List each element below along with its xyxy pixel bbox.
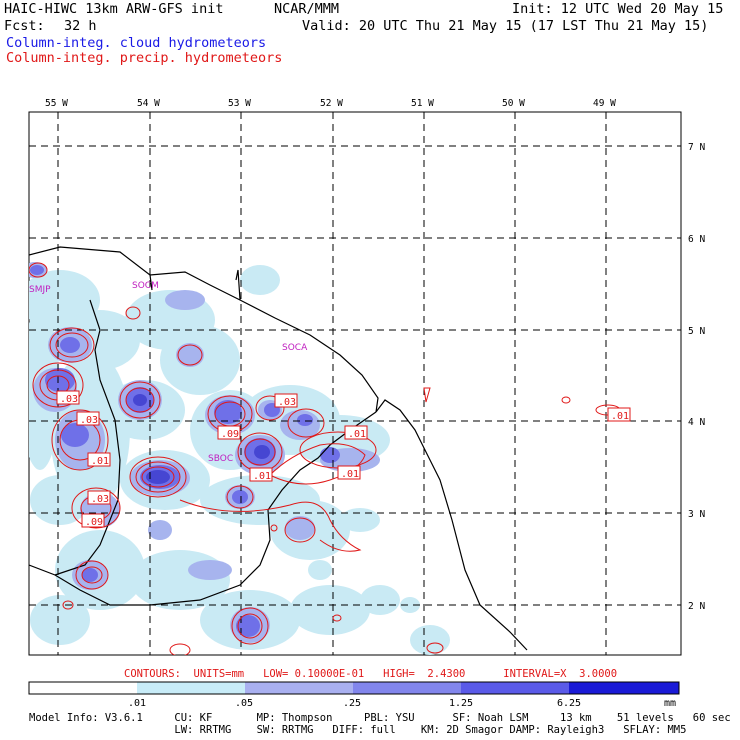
init-time: Init: 12 UTC Wed 20 May 15: [512, 1, 724, 17]
contour-label: .03: [274, 393, 298, 408]
svg-text:.03: .03: [80, 415, 98, 426]
lat-label: 7 N: [688, 142, 705, 153]
lon-label: 55 W: [45, 98, 68, 109]
model-title: HAIC-HIWC 13km ARW-GFS init: [4, 1, 224, 17]
lat-lon-grid: [29, 112, 681, 655]
contours-info: CONTOURS: UNITS=mm LOW= 0.10000E-01 HIGH…: [124, 668, 618, 680]
contour-label: .01: [249, 467, 273, 482]
contour-label: .01: [344, 425, 368, 440]
svg-text:.01: .01: [341, 469, 359, 480]
colorbar-units: mm: [664, 698, 676, 709]
lat-label: 6 N: [688, 234, 705, 245]
cloud-level-3: [30, 265, 340, 637]
colorbar-tick: 1.25: [449, 698, 473, 709]
model-info-line1: Model Info: V3.6.1 CU: KF MP: Thompson P…: [29, 712, 731, 724]
station-soca: SOCA: [282, 343, 308, 353]
precip-hydrometeors-label: Column-integ. precip. hydrometeors: [6, 50, 283, 66]
contour-label: .01: [337, 465, 361, 480]
cloud-hydrometeors-label: Column-integ. cloud hydrometeors: [6, 35, 267, 51]
cloud-fields: [29, 112, 681, 655]
station-sboc: SBOC: [208, 454, 233, 464]
contour-label: .03: [87, 490, 111, 505]
lat-label: 4 N: [688, 417, 705, 428]
lat-label: 3 N: [688, 509, 705, 520]
forecast-hours: 32 h: [64, 18, 97, 34]
contour-label: .01: [87, 452, 111, 467]
svg-text:.03: .03: [60, 394, 78, 405]
contour-label: .03: [56, 390, 80, 405]
coastline: [29, 246, 528, 651]
longitude-labels: 55 W 54 W 53 W 52 W 51 W 50 W 49 W: [45, 98, 616, 109]
svg-text:.01: .01: [253, 471, 271, 482]
lon-label: 49 W: [593, 98, 616, 109]
lon-label: 52 W: [320, 98, 343, 109]
colorbar-tick: .01: [128, 698, 146, 709]
lon-label: 54 W: [137, 98, 160, 109]
contour-label: .03: [76, 411, 100, 426]
contour-labels: .03 .03 .03 .01 .03 .09 .09 .01 .01 .01 …: [56, 390, 631, 528]
colorbar-tick: .05: [235, 698, 253, 709]
colorbar: .01 .05 .25 1.25 6.25 mm: [28, 681, 680, 709]
lon-label: 50 W: [502, 98, 525, 109]
svg-text:.09: .09: [221, 429, 239, 440]
svg-text:.01: .01: [611, 411, 629, 422]
svg-text:.03: .03: [91, 494, 109, 505]
svg-text:.03: .03: [278, 397, 296, 408]
contour-label: .09: [217, 425, 241, 440]
station-smjp: SMJP: [29, 285, 51, 295]
colorbar-tick: .25: [343, 698, 361, 709]
colorbar-tick: 6.25: [557, 698, 581, 709]
cloud-level-4: [133, 394, 270, 484]
lat-label: 2 N: [688, 601, 705, 612]
contour-label: .09: [81, 513, 105, 528]
lon-label: 51 W: [411, 98, 434, 109]
lon-label: 53 W: [228, 98, 251, 109]
valid-time: Valid: 20 UTC Thu 21 May 15 (17 LST Thu …: [302, 18, 709, 34]
org-label: NCAR/MMM: [274, 1, 340, 17]
svg-text:.09: .09: [85, 517, 103, 528]
model-info-line2: LW: RRTMG SW: RRTMG DIFF: full KM: 2D Sm…: [29, 724, 687, 736]
forecast-label: Fcst:: [4, 18, 45, 34]
svg-text:.01: .01: [91, 456, 109, 467]
latitude-labels: 7 N 6 N 5 N 4 N 3 N 2 N: [688, 142, 705, 612]
svg-text:.01: .01: [348, 429, 366, 440]
station-labels: SMJP SOCM SOCA SBOC: [29, 281, 308, 464]
lat-label: 5 N: [688, 326, 705, 337]
contour-label: .01: [607, 407, 631, 422]
precip-contours: [29, 262, 621, 655]
station-socm: SOCM: [132, 281, 159, 291]
